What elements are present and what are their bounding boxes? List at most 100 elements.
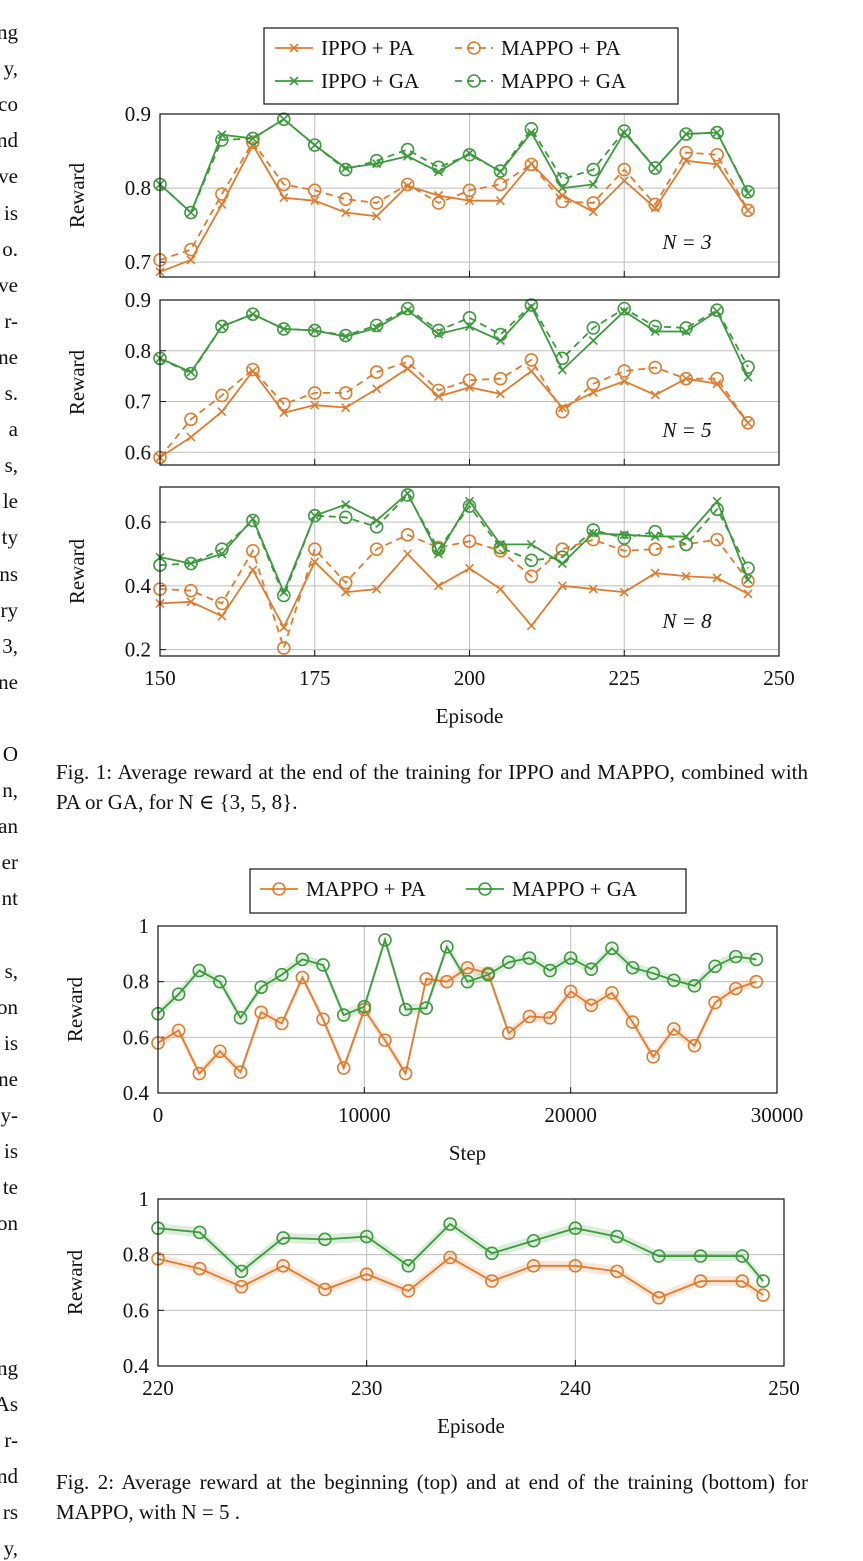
legend-entry-label: IPPO + GA bbox=[321, 69, 420, 93]
data-point-circle bbox=[586, 162, 601, 177]
data-point-circle bbox=[710, 532, 724, 547]
data-point-circle bbox=[485, 1274, 499, 1288]
data-point-cross bbox=[526, 366, 536, 376]
y-axis-label: Reward bbox=[63, 1249, 87, 1315]
y-axis-label: Reward bbox=[65, 349, 89, 415]
data-point-circle bbox=[246, 135, 260, 149]
left-column-fragment: y- bbox=[0, 1103, 19, 1127]
data-point-cross bbox=[433, 167, 444, 177]
y-tick-label: 0.7 bbox=[125, 250, 151, 274]
x-tick-label: 0 bbox=[153, 1103, 164, 1127]
data-point-circle bbox=[524, 157, 539, 172]
data-point-circle bbox=[233, 1011, 248, 1025]
y-tick-label: 0.4 bbox=[125, 574, 152, 598]
data-point-circle bbox=[307, 508, 322, 523]
data-point-circle bbox=[605, 941, 619, 956]
left-column-fragment: te bbox=[2, 1175, 18, 1200]
left-column-fragment: ve bbox=[0, 164, 18, 189]
series-line bbox=[159, 367, 749, 459]
data-point-cross bbox=[433, 581, 444, 591]
data-point-circle bbox=[543, 963, 557, 978]
data-point-circle bbox=[246, 131, 260, 146]
data-point-circle bbox=[667, 973, 681, 988]
data-point-cross bbox=[310, 557, 320, 567]
data-point-circle bbox=[462, 499, 477, 513]
data-point-cross bbox=[619, 587, 629, 597]
data-point-cross bbox=[403, 549, 413, 559]
data-point-circle bbox=[276, 641, 291, 655]
data-point-circle bbox=[501, 955, 516, 969]
data-point-circle bbox=[526, 1233, 541, 1248]
data-point-circle bbox=[276, 397, 291, 411]
data-point-cross bbox=[341, 163, 351, 173]
data-point-circle bbox=[419, 972, 434, 986]
data-point-cross bbox=[526, 127, 536, 138]
left-column-fragment: an bbox=[0, 814, 18, 839]
data-point-circle bbox=[246, 543, 260, 558]
data-point-cross bbox=[403, 305, 413, 315]
x-tick-label: 250 bbox=[768, 1376, 800, 1400]
data-point-circle bbox=[555, 550, 570, 564]
left-column-fragment: y, bbox=[3, 1536, 18, 1561]
left-column-fragment: le bbox=[2, 489, 18, 514]
data-point-cross bbox=[279, 193, 289, 203]
data-point-circle bbox=[586, 321, 601, 335]
data-point-cross bbox=[588, 179, 598, 189]
data-point-circle bbox=[555, 194, 570, 209]
data-point-cross bbox=[186, 597, 196, 607]
data-point-circle bbox=[493, 164, 508, 178]
series-band bbox=[158, 1219, 764, 1287]
data-point-circle bbox=[493, 177, 508, 192]
data-point-circle bbox=[192, 1066, 207, 1081]
data-point-circle bbox=[555, 542, 570, 556]
data-point-circle bbox=[307, 138, 322, 152]
data-point-cross bbox=[433, 549, 444, 559]
legend-swatch-cross bbox=[289, 43, 299, 53]
legend: MAPPO + PA MAPPO + GA bbox=[249, 868, 687, 914]
data-point-cross bbox=[650, 326, 660, 337]
data-point-circle bbox=[756, 1288, 770, 1302]
legend-swatch-circle bbox=[467, 41, 481, 55]
data-point-circle bbox=[710, 125, 724, 140]
data-point-circle bbox=[369, 196, 384, 210]
left-column-fragment: on bbox=[0, 994, 18, 1019]
data-point-circle bbox=[648, 542, 663, 556]
data-point-circle bbox=[710, 303, 724, 317]
data-point-cross bbox=[310, 325, 320, 336]
panel-annotation: N = 5 bbox=[661, 418, 711, 442]
left-column-fragment: rs bbox=[2, 1500, 18, 1525]
legend-entry-label: MAPPO + PA bbox=[306, 877, 426, 901]
data-point-circle bbox=[481, 967, 495, 982]
data-point-cross bbox=[186, 255, 196, 265]
data-point-circle bbox=[524, 553, 539, 568]
data-point-circle bbox=[679, 371, 693, 386]
left-column-fragment: ne bbox=[0, 1066, 18, 1091]
data-point-circle bbox=[401, 1259, 416, 1273]
data-point-circle bbox=[501, 1026, 516, 1040]
data-point-circle bbox=[400, 142, 415, 157]
series-line bbox=[157, 1222, 764, 1282]
left-column-fragment: nd bbox=[0, 1464, 18, 1488]
left-column-fragment: ne bbox=[0, 344, 18, 369]
left-column-fragment: er bbox=[1, 850, 18, 875]
series-line bbox=[159, 140, 749, 261]
data-point-circle bbox=[756, 1274, 770, 1288]
data-point-circle bbox=[431, 323, 446, 338]
data-point-cross bbox=[743, 589, 753, 599]
data-point-circle bbox=[401, 1284, 416, 1298]
y-tick-label: 0.6 bbox=[123, 1025, 149, 1049]
x-tick-label: 30000 bbox=[751, 1103, 804, 1127]
data-point-circle bbox=[357, 999, 372, 1014]
data-point-circle bbox=[563, 984, 578, 999]
y-tick-label: 0.9 bbox=[125, 288, 151, 312]
data-point-circle bbox=[400, 177, 415, 192]
data-point-circle bbox=[318, 1282, 332, 1297]
data-point-circle bbox=[307, 542, 322, 556]
data-point-circle bbox=[568, 1221, 583, 1236]
data-point-circle bbox=[295, 970, 310, 985]
data-point-circle bbox=[440, 940, 454, 954]
data-point-circle bbox=[443, 1217, 457, 1231]
data-point-circle bbox=[555, 172, 570, 186]
data-point-circle bbox=[617, 124, 632, 138]
data-point-circle bbox=[254, 1005, 268, 1020]
